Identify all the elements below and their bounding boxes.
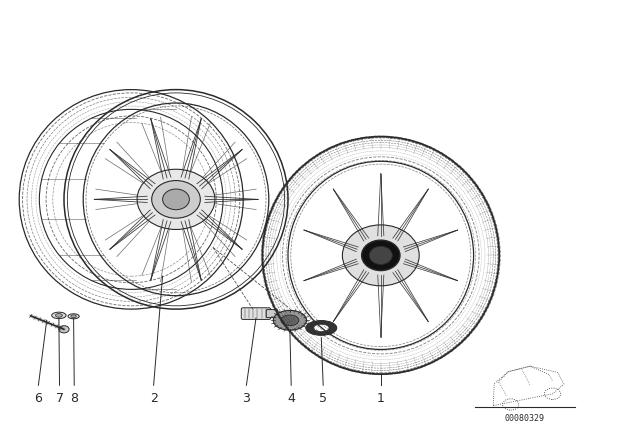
Ellipse shape bbox=[281, 315, 299, 326]
Text: 5: 5 bbox=[319, 392, 327, 405]
Ellipse shape bbox=[68, 314, 79, 319]
Ellipse shape bbox=[71, 315, 76, 318]
Text: 1: 1 bbox=[377, 392, 385, 405]
Text: 2: 2 bbox=[150, 392, 157, 405]
Ellipse shape bbox=[56, 314, 62, 317]
Text: 6: 6 bbox=[35, 392, 42, 405]
Ellipse shape bbox=[306, 321, 337, 335]
FancyBboxPatch shape bbox=[241, 308, 271, 319]
Ellipse shape bbox=[342, 225, 419, 286]
Ellipse shape bbox=[152, 181, 200, 218]
Text: 4: 4 bbox=[287, 392, 295, 405]
Ellipse shape bbox=[273, 310, 307, 330]
Circle shape bbox=[59, 326, 69, 333]
Ellipse shape bbox=[52, 312, 66, 319]
Text: 00080329: 00080329 bbox=[505, 414, 545, 422]
Text: 3: 3 bbox=[243, 392, 250, 405]
Text: 7: 7 bbox=[56, 392, 63, 405]
Ellipse shape bbox=[369, 246, 392, 264]
FancyBboxPatch shape bbox=[266, 310, 278, 318]
Ellipse shape bbox=[362, 240, 400, 271]
Ellipse shape bbox=[314, 324, 329, 332]
Ellipse shape bbox=[137, 169, 215, 229]
Text: 8: 8 bbox=[70, 392, 78, 405]
Ellipse shape bbox=[163, 189, 189, 210]
